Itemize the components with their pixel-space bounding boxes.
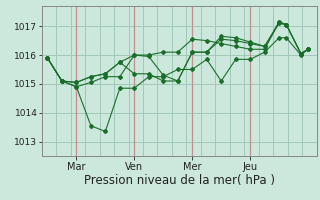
X-axis label: Pression niveau de la mer( hPa ): Pression niveau de la mer( hPa ) xyxy=(84,174,275,187)
